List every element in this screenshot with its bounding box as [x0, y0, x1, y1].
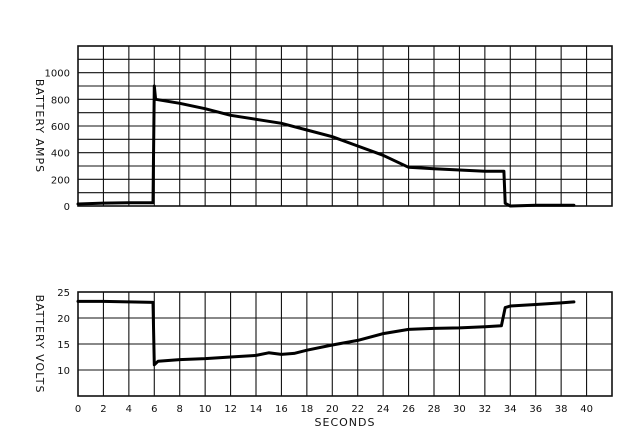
- x-tick-label: 22: [351, 404, 364, 415]
- x-tick-label: 10: [199, 404, 212, 415]
- x-tick-label: 8: [177, 404, 183, 415]
- x-tick-label: 36: [529, 404, 542, 415]
- y-tick-label: 800: [51, 95, 70, 106]
- x-tick-label: 40: [580, 404, 593, 415]
- y-tick-label: 25: [57, 288, 70, 299]
- y-tick-label: 600: [51, 122, 70, 133]
- x-tick-label: 4: [126, 404, 132, 415]
- x-tick-label: 14: [250, 404, 263, 415]
- y-tick-label: 0: [64, 202, 70, 213]
- x-tick-label: 2: [100, 404, 106, 415]
- x-tick-label: 18: [300, 404, 313, 415]
- x-tick-label: 30: [453, 404, 466, 415]
- x-tick-label: 12: [224, 404, 237, 415]
- data-series-line: [76, 84, 576, 208]
- x-tick-label: 32: [478, 404, 491, 415]
- x-tick-label: 6: [151, 404, 157, 415]
- volts-axis-label: BATTERY VOLTS: [33, 295, 46, 394]
- plot-frame: [77, 45, 613, 207]
- y-tick-label: 15: [57, 340, 70, 351]
- y-tick-label: 400: [51, 149, 70, 160]
- x-tick-label: 0: [75, 404, 81, 415]
- amps-axis-label: BATTERY AMPS: [33, 79, 46, 173]
- plot-frame: [77, 291, 613, 397]
- x-tick-label: 26: [402, 404, 415, 415]
- x-tick-label: 34: [504, 404, 517, 415]
- amps-panel: 0 200 400 600 800 1000: [45, 45, 613, 213]
- seconds-axis-label: SECONDS: [315, 416, 376, 429]
- x-tick-label: 28: [428, 404, 441, 415]
- y-tick-label: 1000: [45, 69, 70, 80]
- x-tick-label: 16: [275, 404, 288, 415]
- y-tick-label: 200: [51, 175, 70, 186]
- y-tick-label: 20: [57, 314, 70, 325]
- y-tick-label: 10: [57, 366, 70, 377]
- x-tick-label: 38: [555, 404, 568, 415]
- data-series-line: [76, 299, 576, 367]
- x-tick-label: 24: [377, 404, 390, 415]
- x-tick-label: 20: [326, 404, 339, 415]
